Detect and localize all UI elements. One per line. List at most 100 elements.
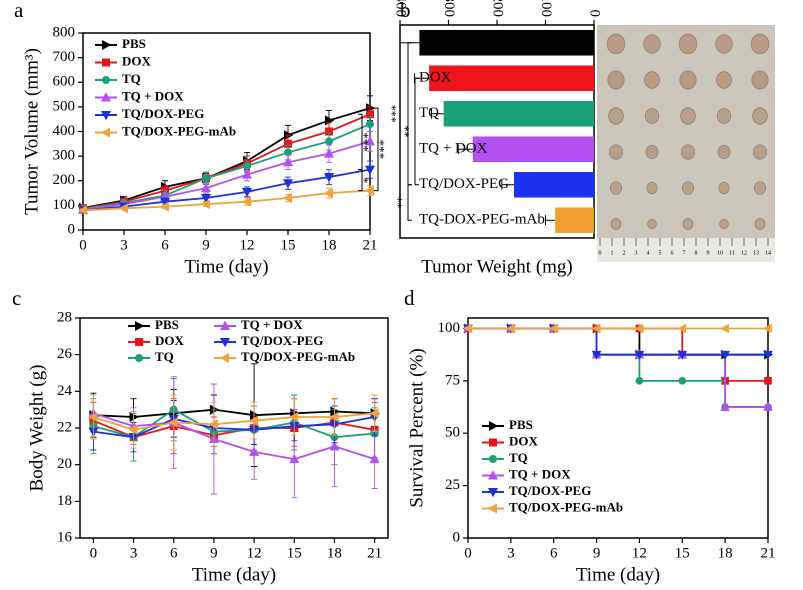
y-tick-label: 0 bbox=[453, 529, 461, 545]
tumor bbox=[751, 70, 769, 90]
legend-label: TQ bbox=[155, 349, 174, 364]
series-line bbox=[82, 168, 371, 212]
y-tick-label: 600 bbox=[53, 74, 76, 90]
x-tick-label: 300 bbox=[441, 0, 457, 17]
y-axis-label: Body Weight (g) bbox=[26, 365, 47, 492]
marker bbox=[88, 411, 98, 423]
plot-frame bbox=[467, 317, 769, 539]
series-line bbox=[82, 113, 371, 210]
y-axis-label: Survival Percent (%) bbox=[406, 348, 427, 507]
tumor bbox=[679, 70, 697, 90]
x-tick-label: 3 bbox=[120, 237, 128, 253]
error-bar bbox=[501, 179, 514, 190]
marker bbox=[634, 323, 644, 334]
y-tick-label: 100 bbox=[53, 197, 76, 213]
marker bbox=[678, 377, 687, 385]
tumor bbox=[717, 145, 731, 159]
legend-label: TQ/DOX-PEG-mAb bbox=[241, 349, 355, 364]
marker bbox=[200, 199, 210, 210]
marker bbox=[462, 323, 472, 334]
panel-letter: a bbox=[14, 0, 24, 22]
category-label: DOX bbox=[419, 70, 452, 86]
x-tick-label: 21 bbox=[367, 545, 382, 561]
legend-label: TQ bbox=[122, 71, 141, 86]
y-tick-label: 28 bbox=[57, 309, 72, 325]
marker bbox=[159, 197, 171, 207]
legend-marker bbox=[100, 111, 112, 121]
tumor bbox=[610, 218, 622, 230]
x-tick-label: 6 bbox=[550, 545, 558, 561]
significance-bracket bbox=[358, 169, 363, 192]
panel-letter: b bbox=[400, 0, 411, 22]
legend-marker bbox=[102, 76, 110, 84]
y-tick-label: 26 bbox=[57, 346, 73, 362]
marker bbox=[202, 174, 210, 183]
x-tick-label: 9 bbox=[593, 545, 601, 561]
tumor bbox=[644, 108, 660, 124]
x-tick-label: 12 bbox=[247, 545, 262, 561]
marker bbox=[591, 323, 601, 334]
significance-bracket bbox=[414, 77, 419, 186]
significance-bracket bbox=[374, 107, 379, 192]
marker bbox=[366, 120, 374, 129]
legend-marker bbox=[219, 352, 229, 364]
x-axis-label: Tumor Weight (mg) bbox=[421, 256, 573, 277]
tumor bbox=[644, 71, 660, 89]
category-label: PBS bbox=[419, 34, 446, 50]
y-tick-label: 24 bbox=[57, 383, 73, 399]
bar bbox=[513, 171, 594, 198]
x-tick-label: 0 bbox=[464, 545, 472, 561]
legend-marker bbox=[489, 455, 497, 463]
x-tick-label: 0 bbox=[79, 237, 87, 253]
series-line bbox=[93, 408, 375, 439]
marker bbox=[200, 193, 212, 204]
ruler-label: 11 bbox=[729, 250, 735, 256]
x-tick-label: 15 bbox=[281, 237, 296, 253]
legend-marker bbox=[100, 127, 110, 138]
x-tick-label: 15 bbox=[287, 545, 302, 561]
tumor bbox=[680, 107, 696, 125]
marker bbox=[77, 205, 87, 216]
tumor bbox=[681, 144, 695, 160]
ruler-label: 1 bbox=[611, 250, 614, 256]
legend-label: TQ/DOX-PEG bbox=[241, 333, 323, 348]
marker bbox=[289, 453, 300, 464]
marker bbox=[241, 187, 253, 198]
marker bbox=[763, 350, 773, 360]
x-tick-label: 12 bbox=[240, 237, 255, 253]
bar bbox=[555, 207, 594, 234]
x-axis-label: Time (day) bbox=[184, 256, 268, 277]
legend-label: TQ/DOX-PEG bbox=[509, 483, 591, 498]
tumor bbox=[754, 218, 766, 230]
plot-frame bbox=[399, 24, 595, 239]
legend-label: PBS bbox=[509, 417, 533, 432]
x-tick-label: 0 bbox=[587, 10, 603, 18]
x-tick-label: 21 bbox=[363, 237, 378, 253]
tumor bbox=[681, 181, 695, 195]
significance-label: *** bbox=[376, 140, 391, 160]
significance-label: *** bbox=[360, 132, 375, 152]
marker bbox=[677, 323, 687, 334]
significance-label: *** bbox=[388, 105, 402, 123]
series-line bbox=[82, 140, 371, 211]
marker bbox=[323, 173, 335, 183]
legend-label: TQ + DOX bbox=[509, 466, 571, 481]
ruler-label: 0 bbox=[599, 250, 602, 256]
error-bar bbox=[545, 215, 556, 226]
series-line bbox=[93, 419, 375, 439]
category-label: TQ/DOX-PEG bbox=[419, 176, 509, 192]
bar bbox=[419, 29, 594, 56]
ruler-label: 6 bbox=[671, 250, 674, 256]
bar bbox=[429, 65, 594, 92]
y-tick-label: 0 bbox=[68, 221, 76, 237]
panel-letter: c bbox=[12, 286, 21, 310]
marker bbox=[323, 148, 335, 158]
marker bbox=[369, 453, 380, 464]
y-tick-label: 22 bbox=[57, 419, 72, 435]
marker bbox=[208, 419, 218, 430]
ruler-label: 14 bbox=[765, 250, 771, 256]
x-tick-label: 200 bbox=[490, 0, 506, 17]
marker bbox=[118, 203, 128, 214]
y-tick-label: 200 bbox=[53, 172, 76, 188]
y-axis-label: Tumor Volume (mm³) bbox=[21, 48, 42, 215]
